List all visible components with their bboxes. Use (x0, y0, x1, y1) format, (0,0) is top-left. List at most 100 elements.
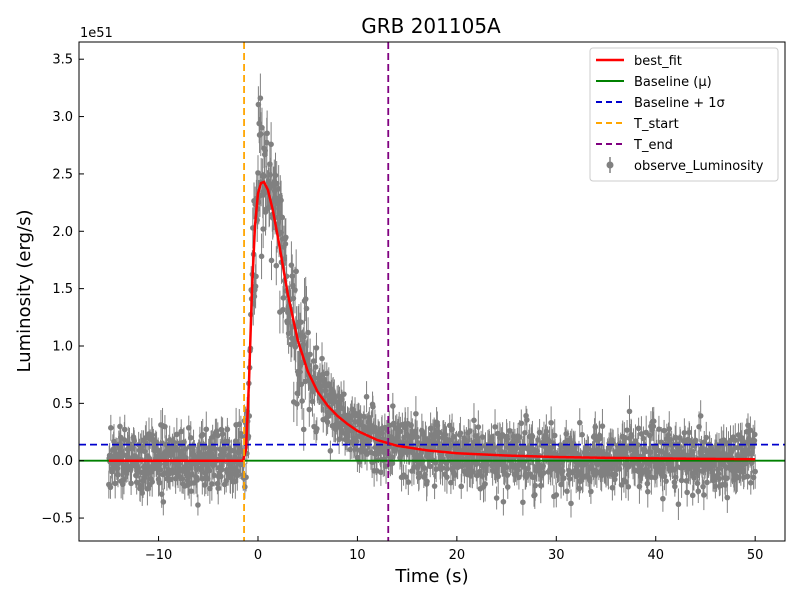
observation-point (306, 406, 313, 413)
observation-point (303, 305, 310, 312)
observation-point (299, 398, 305, 404)
legend-swatch-observation-marker (606, 161, 614, 169)
observation-point (626, 408, 633, 415)
y-tick-label: 0.0 (52, 454, 73, 469)
observation-point (624, 427, 630, 433)
observation-point (457, 430, 464, 436)
observation-point (697, 413, 704, 419)
observation-point (689, 492, 696, 499)
observation-point (342, 412, 349, 419)
observation-point (518, 420, 525, 427)
observation-point (178, 428, 185, 435)
observation-point (588, 488, 594, 495)
observation-point (421, 465, 428, 471)
y-axis-label: Luminosity (erg/s) (14, 210, 35, 373)
observation-point (298, 319, 304, 325)
observation-point (268, 141, 274, 148)
observation-point (734, 460, 740, 466)
observation-point (473, 461, 480, 468)
observation-point (678, 477, 685, 484)
observation-point (389, 460, 396, 467)
observation-point (471, 417, 477, 424)
observation-point (187, 434, 194, 441)
y-tick-label: 2.0 (52, 225, 73, 240)
legend-label-baseline: Baseline (μ) (634, 75, 712, 90)
observation-point (403, 474, 409, 480)
y-axis: −0.5 0.0 0.5 1.0 1.5 2.0 2.5 3.0 3.5 (41, 53, 84, 527)
observation-point (579, 431, 585, 438)
observation-point (260, 226, 266, 232)
observation-point (656, 426, 662, 432)
observation-point (703, 434, 710, 441)
observation-point (261, 173, 268, 179)
observation-point (336, 436, 342, 443)
observation-point (397, 428, 404, 435)
y-tick-label: −0.5 (41, 512, 73, 527)
observation-point (564, 488, 570, 495)
observation-point (543, 428, 550, 435)
observation-point (576, 419, 583, 426)
observation-point (599, 423, 606, 429)
observation-point (128, 480, 134, 487)
observation-point (416, 470, 422, 477)
observation-point (752, 468, 758, 475)
observation-point (661, 427, 667, 434)
observation-point (108, 425, 114, 431)
observation-point (576, 485, 583, 492)
observation-point (638, 431, 645, 437)
legend-label-best-fit: best_fit (634, 54, 682, 69)
observation-point (663, 478, 669, 484)
chart-title: GRB 201105A (361, 14, 501, 38)
observation-point (207, 485, 213, 492)
observation-point (117, 423, 123, 430)
observation-point (675, 501, 682, 508)
observation-point (716, 475, 723, 482)
observation-point (211, 472, 218, 479)
observation-point (179, 475, 185, 482)
x-tick-label: 20 (449, 548, 466, 563)
observation-point (568, 500, 574, 507)
observation-point (219, 431, 226, 437)
observation-point (327, 448, 334, 454)
observation-point (548, 419, 554, 426)
observation-point (258, 253, 265, 260)
observation-point (300, 426, 307, 433)
observation-point (314, 425, 320, 432)
observation-point (523, 412, 529, 419)
observation-point (553, 492, 560, 498)
x-tick-label: −10 (145, 548, 172, 563)
observation-point (424, 478, 430, 485)
observation-point (536, 429, 543, 436)
observation-point (295, 323, 301, 330)
y-tick-label: 3.0 (52, 110, 73, 125)
observation-point (280, 295, 287, 301)
observation-point (194, 477, 200, 483)
observation-point (273, 262, 280, 269)
x-tick-label: 30 (548, 548, 565, 563)
observation-point (253, 273, 259, 280)
observation-point (431, 483, 438, 489)
observation-point (195, 502, 201, 508)
observation-point (596, 432, 603, 439)
observation-point (644, 488, 651, 495)
observation-point (532, 482, 539, 489)
observation-point (672, 474, 679, 480)
legend: best_fit Baseline (μ) Baseline + 1σ T_st… (589, 47, 779, 182)
observation-point (341, 391, 347, 397)
observation-point (673, 434, 679, 441)
observation-point (167, 476, 173, 483)
x-tick-label: 10 (349, 548, 366, 563)
y-tick-label: 1.5 (52, 282, 73, 297)
observation-point (628, 433, 635, 439)
observation-point (203, 426, 210, 433)
observation-point (516, 474, 522, 481)
observation-point (255, 101, 262, 108)
observation-point (255, 170, 261, 176)
y-tick-label: 0.5 (52, 397, 73, 412)
observation-point (694, 480, 701, 487)
observation-point (504, 484, 511, 490)
observation-point (495, 473, 502, 480)
observation-point (744, 473, 751, 480)
observation-point (279, 214, 286, 221)
observation-point (625, 484, 632, 490)
